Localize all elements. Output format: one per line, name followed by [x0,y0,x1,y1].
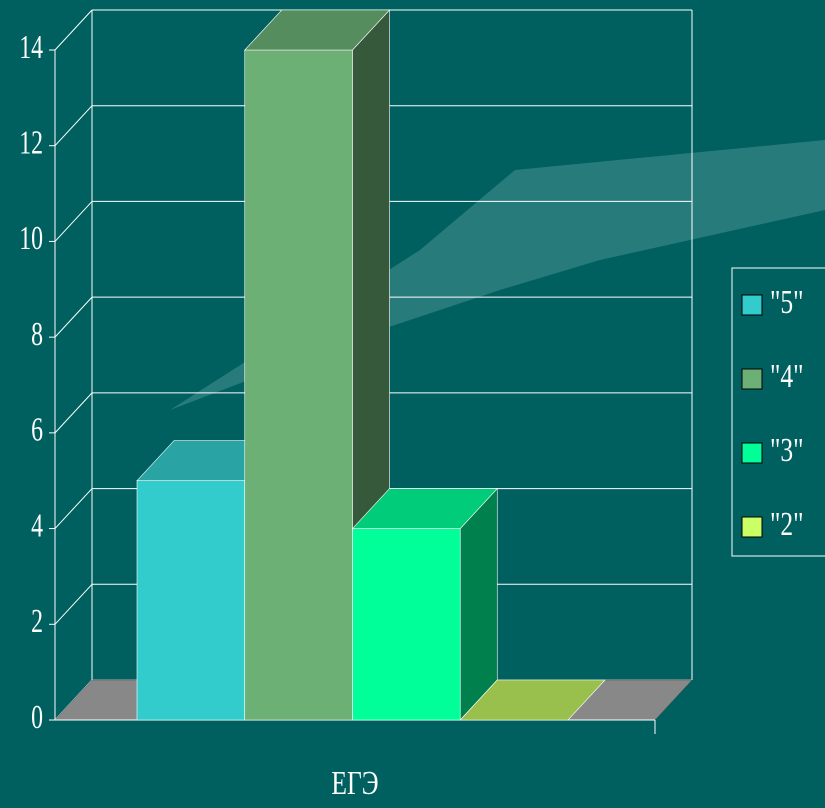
legend-label: "4" [770,356,804,394]
tick-mark [54,392,93,434]
tick-mark [54,488,93,529]
y-tick-label: 12 [19,125,43,162]
y-tick-label: 8 [31,316,43,353]
bar-top [459,679,606,721]
tick-mark [54,201,93,242]
bar [459,679,606,721]
bar-side [459,487,498,721]
y-tick-label: 14 [19,29,43,66]
tick-mark [54,9,93,51]
y-tick-label: 4 [31,507,43,544]
legend-label: "2" [770,504,804,542]
bar [351,487,498,721]
x-tick-label: ЕГЭ [331,763,378,801]
bar-front [136,480,246,721]
y-tick-label: 6 [31,412,43,449]
legend-label: "3" [770,430,804,468]
legend-swatch [741,368,763,390]
bar-top [351,488,498,529]
y-tick-label: 2 [31,603,43,640]
tick-mark [54,583,93,625]
bar-front [352,528,461,721]
tick-mark [54,296,93,338]
tick-mark [54,105,93,147]
legend-swatch [741,516,763,538]
bar-top [244,9,391,51]
y-tick-label: 0 [31,699,43,736]
legend-swatch [741,294,763,316]
legend-box [731,267,825,557]
legend-swatch [741,442,763,464]
bar-front [244,49,353,721]
y-tick-label: 10 [19,220,43,257]
legend-label: "5" [770,282,804,320]
